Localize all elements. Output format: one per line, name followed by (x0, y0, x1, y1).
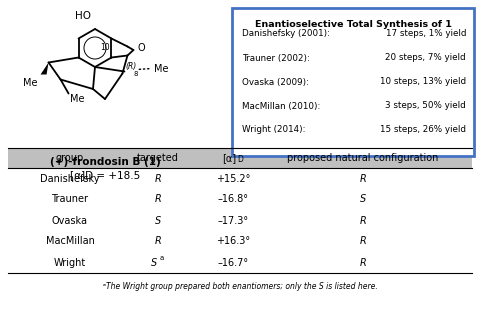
Text: R: R (155, 195, 161, 204)
Text: [α]: [α] (222, 153, 236, 163)
Text: S: S (360, 195, 366, 204)
Text: proposed natural configuration: proposed natural configuration (288, 153, 439, 163)
Text: R: R (360, 173, 366, 183)
Text: Wright: Wright (54, 258, 86, 268)
Text: S: S (151, 258, 157, 268)
Polygon shape (40, 62, 48, 75)
Text: targeted: targeted (137, 153, 179, 163)
Text: Danishefsky: Danishefsky (40, 173, 100, 183)
Text: MacMillan (2010):: MacMillan (2010): (242, 101, 320, 110)
Text: R: R (155, 236, 161, 246)
Text: Trauner: Trauner (51, 195, 88, 204)
Text: ᵃThe Wright group prepared both enantiomers; only the S is listed here.: ᵃThe Wright group prepared both enantiom… (103, 282, 377, 291)
Text: (+)-frondosin B (1): (+)-frondosin B (1) (49, 157, 160, 167)
Text: [α]D = +18.5: [α]D = +18.5 (70, 170, 140, 180)
Text: –16.8°: –16.8° (217, 195, 249, 204)
Text: 10 steps, 13% yield: 10 steps, 13% yield (380, 77, 466, 86)
Text: Enantioselective Total Synthesis of 1: Enantioselective Total Synthesis of 1 (254, 20, 451, 29)
Text: (R): (R) (125, 61, 137, 70)
Text: MacMillan: MacMillan (46, 236, 95, 246)
Text: R: R (360, 236, 366, 246)
Text: Me: Me (23, 77, 37, 87)
Text: 15 steps, 26% yield: 15 steps, 26% yield (380, 125, 466, 134)
Text: Ovaska (2009):: Ovaska (2009): (242, 77, 309, 86)
Text: HO: HO (75, 11, 91, 21)
Text: O: O (137, 43, 145, 53)
Text: Wright (2014):: Wright (2014): (242, 125, 305, 134)
Text: 8: 8 (133, 71, 138, 77)
FancyBboxPatch shape (232, 8, 474, 156)
FancyBboxPatch shape (8, 148, 472, 168)
Text: R: R (360, 258, 366, 268)
Text: a: a (160, 255, 164, 261)
Text: D: D (237, 155, 243, 164)
Text: R: R (155, 173, 161, 183)
Text: S: S (155, 215, 161, 226)
Text: Me: Me (155, 63, 169, 74)
Text: +15.2°: +15.2° (216, 173, 250, 183)
Text: Me: Me (70, 94, 84, 105)
Text: 20 steps, 7% yield: 20 steps, 7% yield (385, 53, 466, 62)
Text: Trauner (2002):: Trauner (2002): (242, 53, 310, 62)
Text: R: R (360, 215, 366, 226)
Text: –17.3°: –17.3° (217, 215, 249, 226)
Text: 10: 10 (100, 43, 109, 52)
Text: –16.7°: –16.7° (217, 258, 249, 268)
Text: 3 steps, 50% yield: 3 steps, 50% yield (385, 101, 466, 110)
Text: Ovaska: Ovaska (52, 215, 88, 226)
Text: Danishefsky (2001):: Danishefsky (2001): (242, 29, 330, 38)
Text: 17 steps, 1% yield: 17 steps, 1% yield (385, 29, 466, 38)
Text: group: group (56, 153, 84, 163)
Text: +16.3°: +16.3° (216, 236, 250, 246)
